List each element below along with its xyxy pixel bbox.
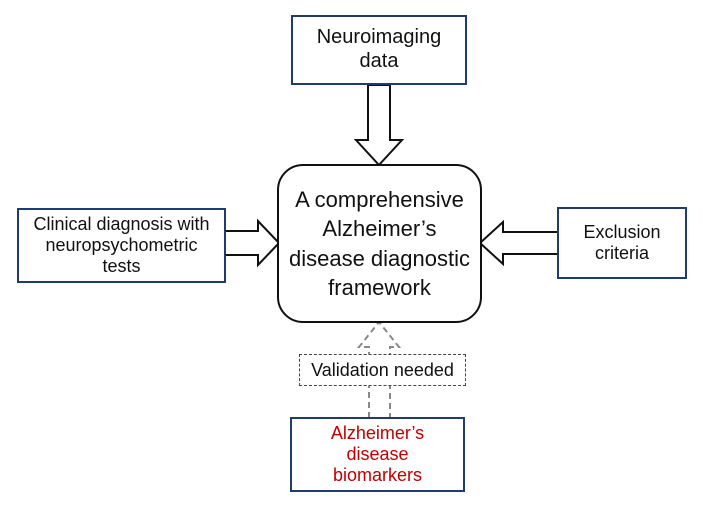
arrow-neuroimaging-to-center <box>353 84 405 167</box>
exclusion-criteria-box: Exclusion criteria <box>557 207 687 279</box>
clinical-line-1: Clinical diagnosis with <box>33 213 210 234</box>
neuroimaging-line-1: Neuroimaging <box>316 26 442 49</box>
framework-line-2: Alzheimer’s <box>322 216 437 242</box>
arrow-clinical-to-center <box>224 218 281 268</box>
neuroimaging-data-box: Neuroimaging data <box>291 15 467 85</box>
biomarkers-line-1: Alzheimer’s <box>330 422 425 443</box>
clinical-diagnosis-box: Clinical diagnosis with neuropsychometri… <box>17 208 226 283</box>
validation-needed-text: Validation needed <box>311 359 454 380</box>
clinical-line-3: tests <box>102 256 141 277</box>
exclusion-line-2: criteria <box>594 243 649 263</box>
arrow-exclusion-to-center <box>478 219 559 267</box>
framework-line-3: disease diagnostic <box>288 245 470 271</box>
validation-needed-label: Validation needed <box>299 354 466 386</box>
biomarkers-line-3: biomarkers <box>332 465 423 486</box>
framework-line-4: framework <box>328 274 431 300</box>
neuroimaging-line-2: data <box>359 50 399 72</box>
clinical-line-2: neuropsychometric <box>45 234 198 255</box>
framework-line-1: A comprehensive <box>295 187 464 212</box>
exclusion-line-1: Exclusion <box>583 221 661 242</box>
biomarkers-box: Alzheimer’s disease biomarkers <box>290 417 465 492</box>
biomarkers-line-2: disease <box>346 443 409 464</box>
central-framework-box: A comprehensive Alzheimer’s disease diag… <box>277 164 482 323</box>
